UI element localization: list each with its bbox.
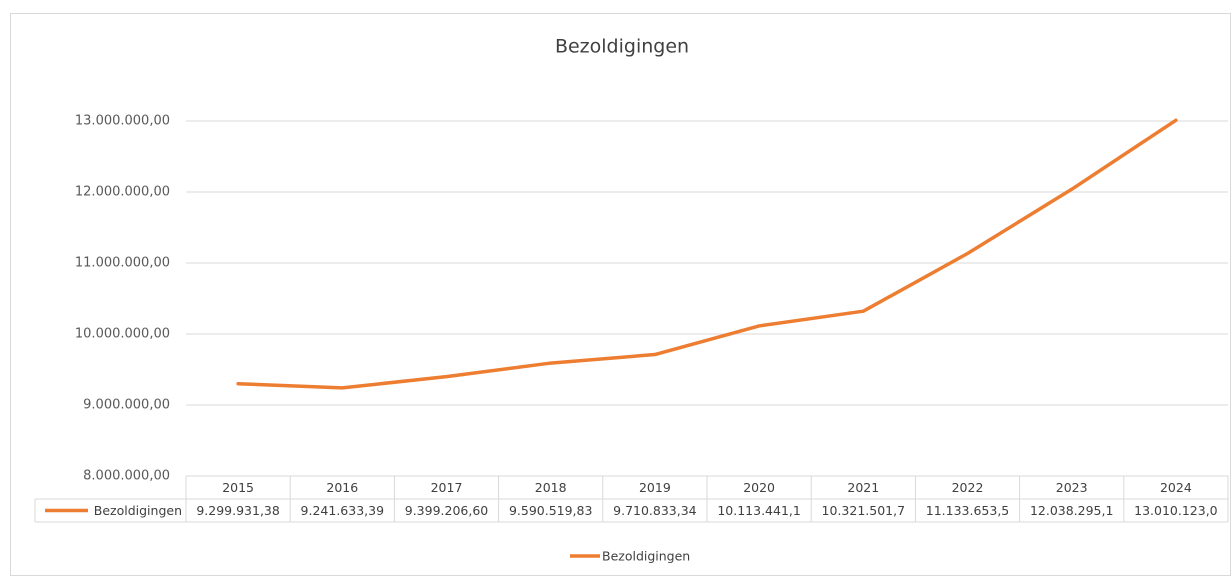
table-value: 9.710.833,34 bbox=[613, 503, 697, 518]
table-value: 12.038.295,1 bbox=[1030, 503, 1114, 518]
table-value: 13.010.123,0 bbox=[1134, 503, 1218, 518]
table-value: 11.133.653,5 bbox=[926, 503, 1010, 518]
y-tick-label: 11.000.000,00 bbox=[75, 256, 170, 271]
table-value: 9.299.931,38 bbox=[196, 503, 280, 518]
x-tick-label: 2021 bbox=[847, 480, 879, 495]
x-tick-label: 2020 bbox=[743, 480, 775, 495]
legend-label: Bezoldigingen bbox=[602, 549, 690, 564]
x-tick-label: 2019 bbox=[639, 480, 671, 495]
x-tick-label: 2016 bbox=[326, 480, 358, 495]
chart-border bbox=[10, 13, 1231, 576]
y-tick-label: 9.000.000,00 bbox=[83, 398, 170, 413]
y-tick-label: 8.000.000,00 bbox=[83, 469, 170, 484]
x-tick-label: 2015 bbox=[222, 480, 254, 495]
y-tick-label: 10.000.000,00 bbox=[75, 327, 170, 342]
x-tick-label: 2017 bbox=[431, 480, 463, 495]
table-series-name: Bezoldigingen bbox=[94, 503, 182, 518]
x-tick-label: 2018 bbox=[535, 480, 567, 495]
table-value: 9.241.633,39 bbox=[301, 503, 385, 518]
chart-title: Bezoldigingen bbox=[555, 36, 689, 58]
table-value: 10.321.501,7 bbox=[822, 503, 906, 518]
x-tick-label: 2024 bbox=[1160, 480, 1192, 495]
x-tick-label: 2023 bbox=[1056, 480, 1088, 495]
table-value: 9.399.206,60 bbox=[405, 503, 489, 518]
table-value: 9.590.519,83 bbox=[509, 503, 593, 518]
y-tick-label: 13.000.000,00 bbox=[75, 114, 170, 129]
data-line bbox=[236, 118, 1178, 390]
y-tick-label: 12.000.000,00 bbox=[75, 185, 170, 200]
table-value: 10.113.441,1 bbox=[717, 503, 801, 518]
x-tick-label: 2022 bbox=[952, 480, 984, 495]
